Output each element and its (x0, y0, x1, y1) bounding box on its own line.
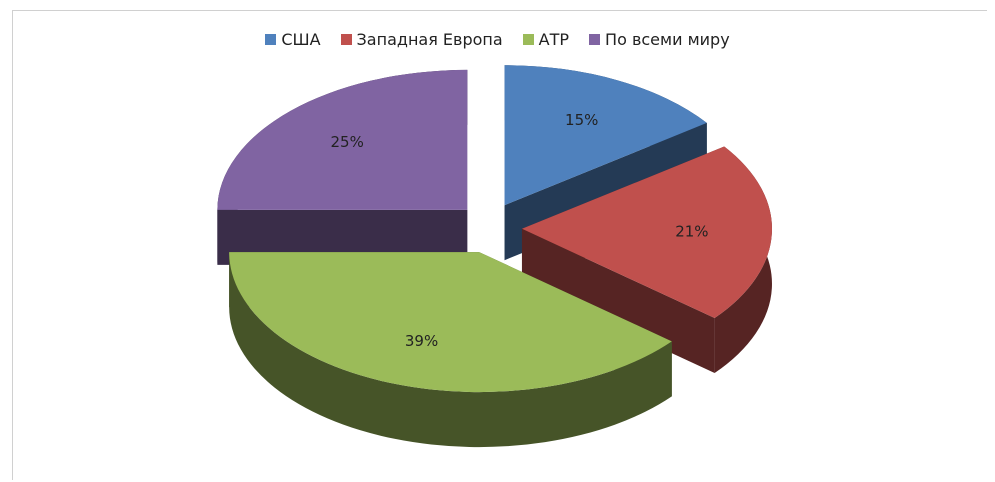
legend-swatch (522, 34, 534, 45)
legend-label: Западная Европа (356, 30, 503, 49)
slice-side (229, 252, 672, 448)
legend-swatch (340, 34, 352, 45)
value-label: 21% (675, 222, 708, 240)
value-label: 25% (330, 133, 363, 151)
slice-side (217, 209, 468, 265)
legend: США Западная Европа АТР По всеми миру (0, 30, 995, 49)
slice (504, 65, 707, 206)
chart-frame (12, 10, 987, 480)
legend-item: Западная Европа (340, 30, 503, 49)
legend-swatch (589, 34, 601, 45)
legend-label: По всеми миру (605, 30, 730, 49)
slice (229, 252, 672, 393)
legend-swatch (265, 34, 277, 45)
slice (521, 146, 772, 319)
legend-label: США (281, 30, 321, 49)
value-label: 39% (405, 332, 438, 350)
slice-side (521, 228, 715, 374)
slice (217, 69, 468, 210)
legend-item: АТР (522, 30, 570, 49)
value-label: 15% (565, 111, 598, 129)
legend-item: По всеми миру (589, 30, 730, 49)
legend-label: АТР (538, 30, 570, 49)
legend-item: США (265, 30, 321, 49)
